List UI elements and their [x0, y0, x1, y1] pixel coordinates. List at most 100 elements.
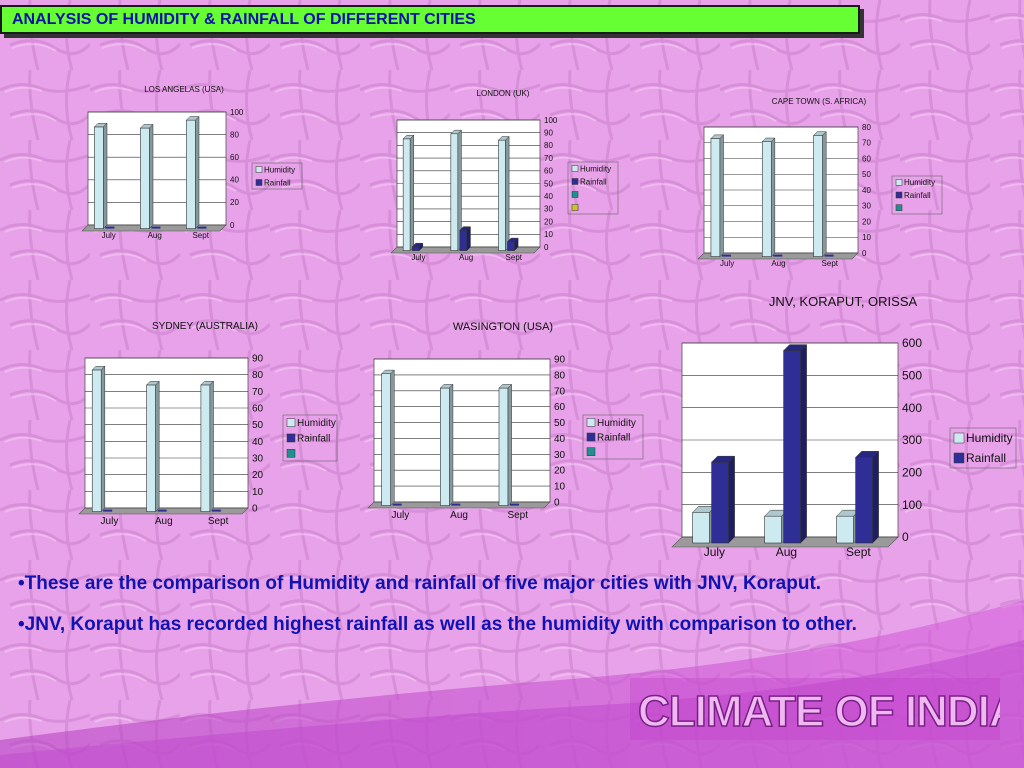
bar-side — [155, 380, 160, 513]
bar-rainfall-july — [105, 226, 115, 229]
y-tick-label: 0 — [862, 249, 867, 258]
x-tick-label: Aug — [148, 231, 162, 240]
y-tick-label: 20 — [230, 198, 239, 207]
y-tick-label: 40 — [544, 192, 553, 201]
bar-side — [449, 383, 454, 507]
legend-label: Humidity — [580, 164, 611, 173]
chart-4: WASINGTON (USA) 0 10 20 30 40 50 60 70 80 90 July Au… — [367, 321, 644, 521]
y-tick-label: 60 — [230, 153, 239, 162]
bar-humidity-sept — [200, 384, 211, 512]
legend-label: Rainfall — [597, 433, 630, 444]
bar-humidity-aug — [146, 384, 156, 512]
chart-0: LOS ANGELAS (USA) 0 20 40 60 80 100 July Aug Sept… — [81, 85, 303, 240]
y-tick-label: 10 — [862, 233, 871, 242]
legend-label: Rainfall — [580, 177, 607, 186]
bar-humidity-sept — [498, 387, 509, 506]
y-tick-label: 80 — [230, 130, 239, 139]
y-tick-label: 10 — [544, 230, 553, 239]
chart-title: CAPE TOWN (S. AFRICA) — [772, 97, 867, 106]
y-tick-label: 70 — [544, 154, 553, 163]
bar-side — [728, 455, 735, 544]
bar-humidity-july — [402, 138, 411, 251]
legend-swatch — [571, 178, 579, 185]
bar-rainfall-aug — [459, 229, 468, 251]
x-tick-label: Sept — [822, 259, 839, 268]
legend-box — [891, 175, 943, 215]
y-tick-label: 80 — [862, 123, 871, 132]
legend-swatch — [895, 204, 903, 211]
plot-area — [84, 357, 249, 509]
bar-rainfall-sept — [197, 226, 207, 229]
chart-title: JNV, KORAPUT, ORISSA — [769, 294, 918, 309]
y-tick-label: 500 — [902, 369, 922, 383]
legend-box — [567, 161, 619, 215]
plot-area — [87, 111, 227, 226]
legend-swatch — [255, 179, 263, 186]
y-tick-label: 70 — [862, 139, 871, 148]
legend-swatch — [286, 449, 296, 458]
legend-label: Rainfall — [966, 451, 1006, 465]
bar-humidity-sept — [813, 135, 823, 257]
legend-swatch — [953, 432, 965, 444]
x-tick-label: Aug — [771, 259, 785, 268]
y-tick-label: 20 — [862, 217, 871, 226]
bullet-point-2: •JNV, Koraput has recorded highest rainf… — [18, 614, 857, 635]
y-tick-label: 30 — [554, 450, 566, 461]
bar-humidity-july — [94, 126, 104, 229]
bar-humidity-aug — [140, 127, 150, 229]
y-tick-label: 80 — [544, 141, 553, 150]
x-tick-label: Sept — [192, 231, 209, 240]
bar-rainfall-aug — [783, 350, 801, 544]
chart-5: JNV, KORAPUT, ORISSA 0 100 200 300 400 500 600 J… — [671, 294, 1017, 559]
y-tick-label: 600 — [902, 336, 922, 350]
y-tick-label: 90 — [554, 355, 566, 366]
x-tick-label: Sept — [208, 516, 229, 527]
y-tick-label: 30 — [862, 202, 871, 211]
bar-side — [103, 122, 108, 230]
bar-rainfall-aug — [451, 503, 461, 506]
bar-rainfall-aug — [773, 254, 783, 257]
legend-swatch — [953, 452, 965, 464]
bar-side — [800, 344, 807, 544]
bar-humidity-aug — [761, 141, 772, 257]
legend-label: Humidity — [966, 431, 1013, 445]
y-tick-label: 70 — [252, 387, 264, 398]
bar-humidity-july — [692, 511, 710, 544]
bar-side — [209, 380, 214, 513]
y-tick-label: 50 — [544, 179, 553, 188]
title-bar: ANALYSIS OF HUMIDITY & RAINFALL OF DIFFE… — [0, 5, 860, 34]
x-tick-label: July — [411, 253, 425, 262]
y-tick-label: 50 — [554, 418, 566, 429]
x-tick-label: Aug — [459, 253, 473, 262]
y-tick-label: 40 — [252, 437, 264, 448]
x-tick-label: July — [704, 545, 725, 559]
y-tick-label: 40 — [862, 186, 871, 195]
chart-3: SYDNEY (AUSTRALIA) 0 10 20 30 40 50 60 70 80 90 Jul… — [78, 321, 338, 527]
legend-label: Humidity — [904, 178, 935, 187]
y-tick-label: 70 — [554, 386, 566, 397]
bar-humidity-july — [91, 369, 102, 512]
bar-side — [149, 123, 154, 230]
y-tick-label: 10 — [554, 482, 566, 493]
climate-of-india-logo: CLIMATE OF INDIA — [630, 678, 1000, 740]
bar-side — [505, 135, 510, 252]
bar-side — [409, 134, 415, 252]
y-tick-label: 100 — [230, 108, 244, 117]
legend-swatch — [286, 433, 296, 443]
y-tick-label: 60 — [544, 167, 553, 176]
bar-side — [507, 383, 512, 507]
x-tick-label: Sept — [507, 510, 528, 521]
legend-swatch — [895, 179, 903, 186]
y-tick-label: 50 — [252, 420, 264, 431]
bar-rainfall-sept — [510, 503, 519, 506]
bar-humidity-aug — [450, 133, 459, 251]
bar-rainfall-sept — [855, 457, 873, 544]
chart-title: WASINGTON (USA) — [453, 321, 553, 333]
x-tick-label: July — [102, 231, 116, 240]
bar-rainfall-july — [721, 254, 731, 257]
x-tick-label: July — [101, 516, 119, 527]
y-tick-label: 0 — [252, 504, 258, 515]
y-tick-label: 20 — [252, 470, 264, 481]
legend-swatch — [586, 418, 596, 427]
legend-label: Humidity — [597, 418, 636, 429]
